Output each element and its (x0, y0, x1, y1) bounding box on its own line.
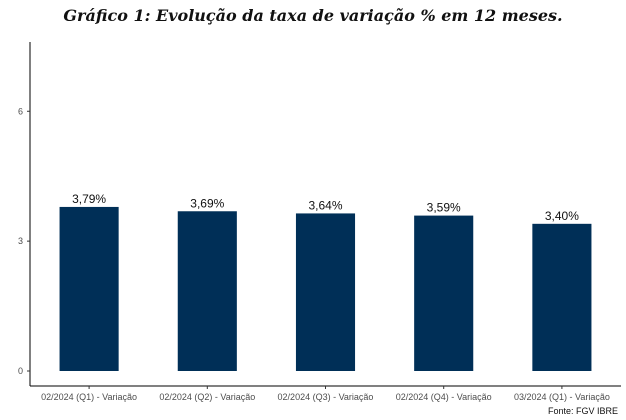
bar-value-label: 3,59% (427, 201, 461, 215)
bar-value-label: 3,79% (72, 192, 106, 206)
x-axis-ticks: 02/2024 (Q1) - Variação 02/2024 (Q2) - Va… (41, 386, 610, 402)
x-tick-label: 02/2024 (Q3) - Variação (278, 392, 374, 402)
source-label: Fonte: FGV IBRE (547, 406, 618, 416)
y-tick-label: 0 (18, 366, 23, 376)
y-tick-label: 6 (18, 106, 23, 116)
y-axis-ticks: 0 3 6 (18, 106, 30, 376)
bar (59, 206, 119, 371)
bar-value-label: 3,64% (308, 198, 342, 212)
chart-title: Gráfico 1: Evolução da taxa de variação … (63, 6, 563, 25)
bar (177, 211, 237, 371)
bar (532, 223, 592, 371)
bars-group: 3,79% 3,69% 3,64% 3,59% 3,40% (59, 192, 592, 371)
x-tick-label: 02/2024 (Q2) - Variação (159, 392, 255, 402)
bar-value-label: 3,69% (190, 196, 224, 210)
bar (295, 213, 356, 371)
bar (414, 215, 474, 371)
x-tick-label: 02/2024 (Q4) - Variação (396, 392, 492, 402)
bar-value-label: 3,40% (545, 209, 579, 223)
x-tick-label: 02/2024 (Q1) - Variação (41, 392, 137, 402)
x-tick-label: 03/2024 (Q1) - Variação (514, 392, 610, 402)
y-tick-label: 3 (18, 236, 23, 246)
